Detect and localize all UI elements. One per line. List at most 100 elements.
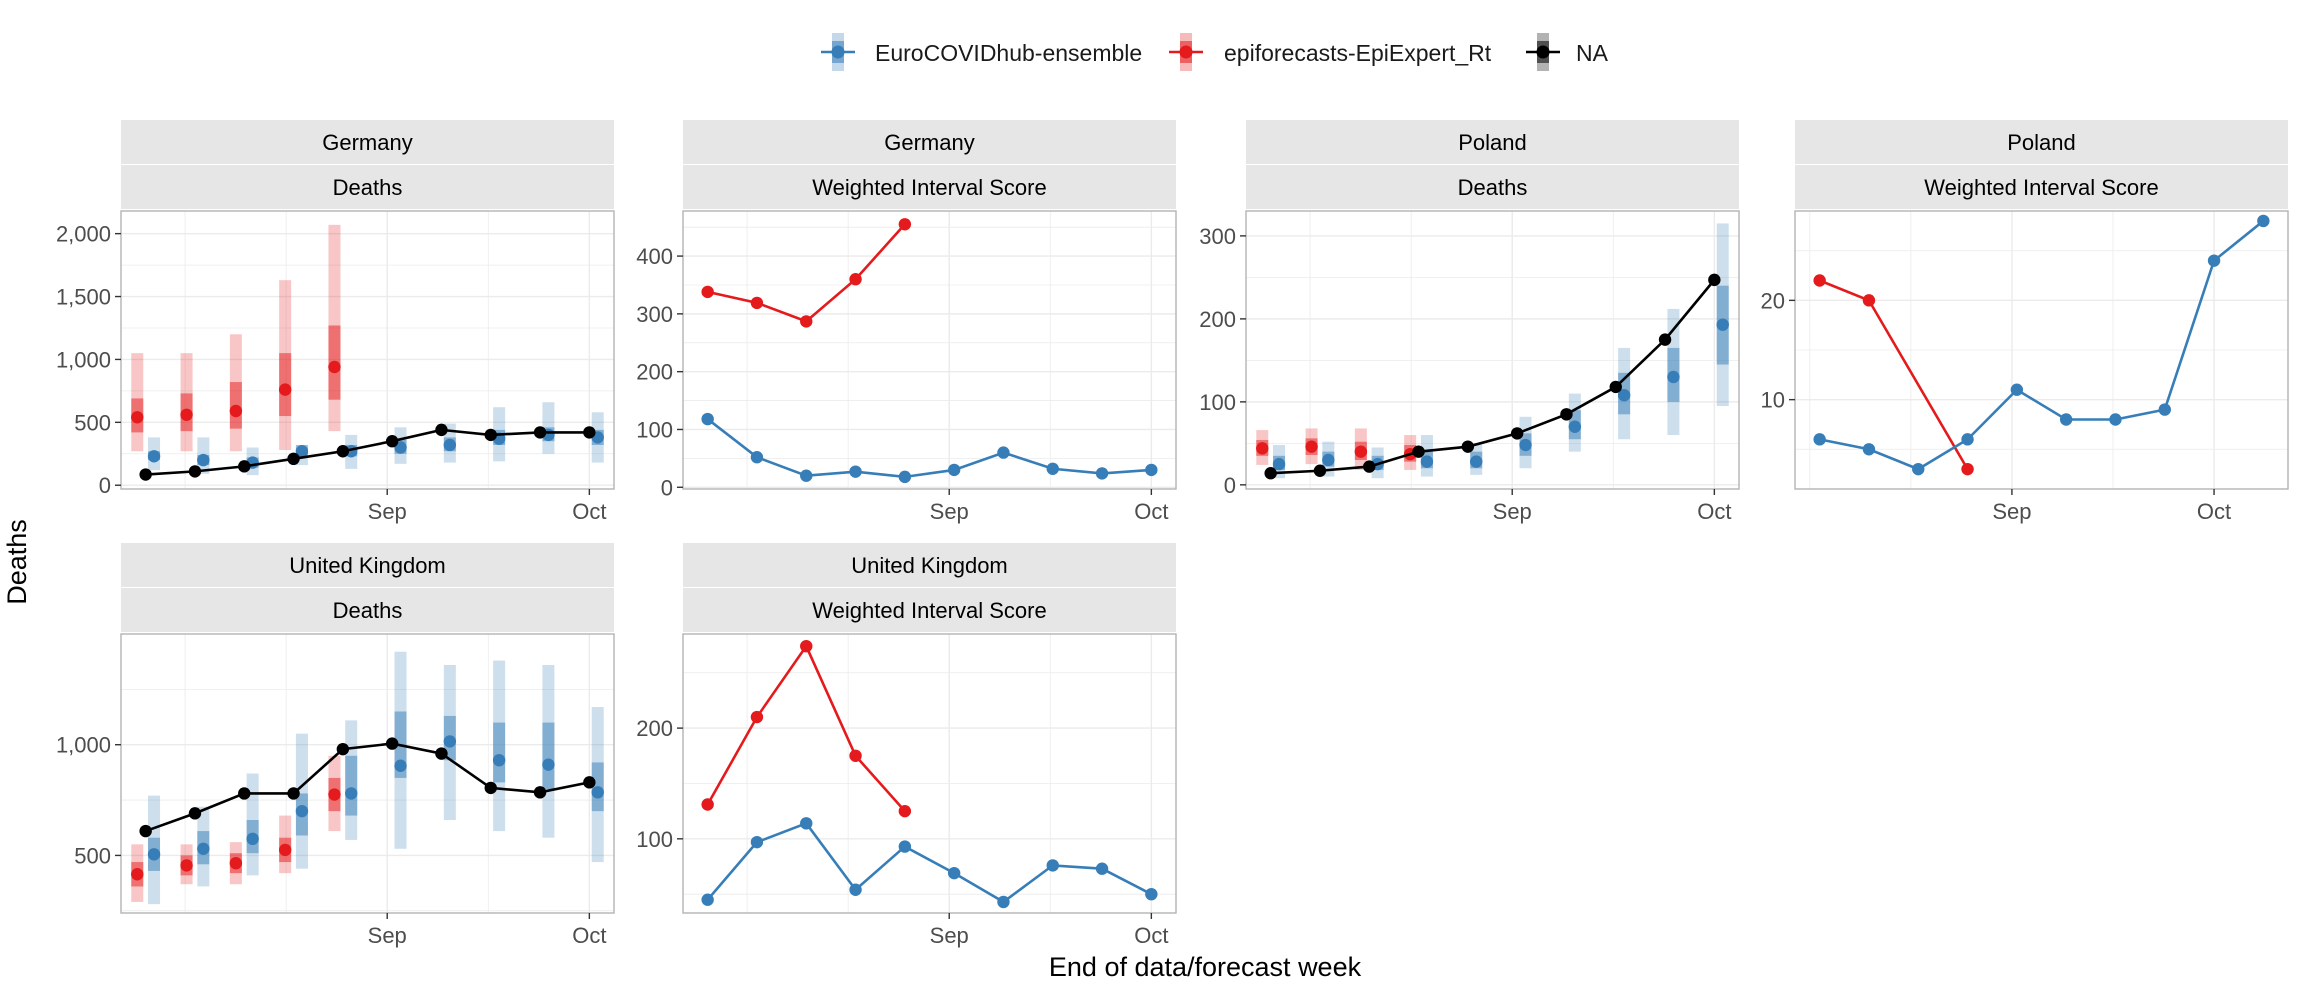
x-tick-label: Oct	[1134, 923, 1168, 948]
facet-strip-label: United Kingdom	[851, 553, 1008, 578]
y-tick-label: 500	[74, 410, 111, 435]
data-point	[1264, 467, 1277, 480]
y-tick-label: 100	[1199, 390, 1236, 415]
panel-grid	[683, 634, 1176, 913]
data-point	[1617, 389, 1631, 402]
data-point	[583, 426, 596, 439]
data-point	[238, 787, 251, 800]
x-tick-label: Sep	[1493, 499, 1532, 524]
data-point	[583, 776, 596, 789]
data-point	[1568, 420, 1582, 433]
data-point	[197, 453, 210, 467]
data-point	[1145, 463, 1158, 477]
facet-strip-label: Germany	[884, 130, 974, 155]
data-point	[435, 423, 448, 437]
panel-data	[1256, 223, 1729, 480]
data-point	[2158, 403, 2171, 416]
facet-strip	[1246, 120, 1739, 164]
panel-border	[682, 210, 1177, 490]
data-point	[1658, 333, 1672, 346]
panel-border	[1794, 210, 2289, 490]
data-point	[1412, 445, 1425, 458]
panel-border	[120, 633, 615, 914]
data-point	[1510, 427, 1524, 440]
panel-background	[121, 634, 614, 913]
facet-strip-label: Deaths	[1458, 175, 1528, 200]
data-point	[533, 786, 547, 799]
facet-panel: Germany Deaths 0 500 1,000 1,500 2,000 Sep Oct	[56, 120, 615, 524]
x-tick-label: Sep	[368, 499, 407, 524]
data-point	[246, 832, 259, 846]
data-point	[1145, 887, 1158, 901]
data-point	[1420, 455, 1434, 468]
y-tick-label: 300	[1199, 224, 1236, 249]
data-point	[542, 758, 555, 771]
data-point	[443, 735, 457, 748]
facet-panel: Poland Deaths 0 100 200 300 Sep Oct	[1199, 120, 1740, 524]
y-tick-label: 1,000	[56, 347, 111, 372]
x-tick-label: Oct	[572, 499, 606, 524]
data-point	[287, 452, 300, 466]
data-point	[180, 408, 193, 421]
data-point	[484, 781, 497, 795]
interval-50-bar	[493, 722, 506, 783]
data-point	[1813, 274, 1826, 287]
data-point	[750, 296, 764, 310]
data-point	[800, 315, 813, 328]
panel-data	[131, 224, 604, 481]
x-tick-label: Sep	[1992, 499, 2031, 524]
data-point	[238, 460, 251, 473]
series-line	[706, 418, 1152, 479]
facet-strip-label: Weighted Interval Score	[812, 598, 1046, 623]
data-point	[533, 426, 547, 439]
y-tick-label: 0	[99, 473, 111, 498]
data-point	[1961, 433, 1974, 446]
data-point	[147, 848, 161, 861]
facet-panel: United Kingdom Deaths 500 1,000 Sep Oct	[56, 543, 615, 948]
data-point	[947, 866, 961, 880]
data-point	[591, 786, 604, 799]
data-point	[1095, 467, 1109, 480]
data-point	[229, 856, 243, 870]
y-tick-label: 1,000	[56, 733, 111, 758]
data-point	[1862, 443, 1876, 456]
legend-entry: EuroCOVIDhub-ensemble	[821, 33, 1142, 71]
data-point	[139, 468, 152, 481]
data-point	[1256, 442, 1269, 455]
y-tick-label: 2,000	[56, 222, 111, 247]
facet-strip-label: Poland	[1458, 130, 1527, 155]
x-tick-label: Oct	[1134, 499, 1168, 524]
y-tick-label: 200	[1199, 307, 1236, 332]
data-point	[1305, 440, 1318, 453]
data-point	[328, 360, 341, 374]
data-point	[1354, 445, 1368, 458]
facet-panel: Poland Weighted Interval Score 10 20 Sep Oct	[1761, 120, 2289, 524]
data-point	[336, 445, 350, 458]
legend: EuroCOVIDhub-ensemble epiforecasts-EpiExp…	[821, 33, 1609, 71]
y-axis-title: Deaths	[2, 519, 32, 605]
data-point	[849, 883, 862, 896]
data-point	[1046, 462, 1059, 475]
data-point	[800, 469, 813, 482]
data-point	[1560, 408, 1573, 421]
data-point	[800, 817, 813, 830]
data-point	[1667, 370, 1680, 384]
facet-panel: Germany Weighted Interval Score 0 100 200 300…	[636, 120, 1177, 524]
data-point	[898, 804, 912, 818]
legend-key-point	[1536, 45, 1550, 59]
data-point	[2010, 383, 2024, 396]
data-point	[701, 798, 714, 811]
y-tick-label: 500	[74, 843, 111, 868]
x-tick-label: Oct	[1697, 499, 1731, 524]
panel-data	[131, 651, 604, 905]
data-point	[1313, 464, 1327, 477]
y-tick-label: 300	[636, 302, 673, 327]
panel-data	[701, 218, 1158, 484]
data-point	[1862, 294, 1876, 307]
data-point	[197, 842, 210, 855]
legend-entry: NA	[1526, 33, 1609, 71]
y-tick-label: 10	[1761, 388, 1785, 413]
data-point	[898, 218, 912, 231]
